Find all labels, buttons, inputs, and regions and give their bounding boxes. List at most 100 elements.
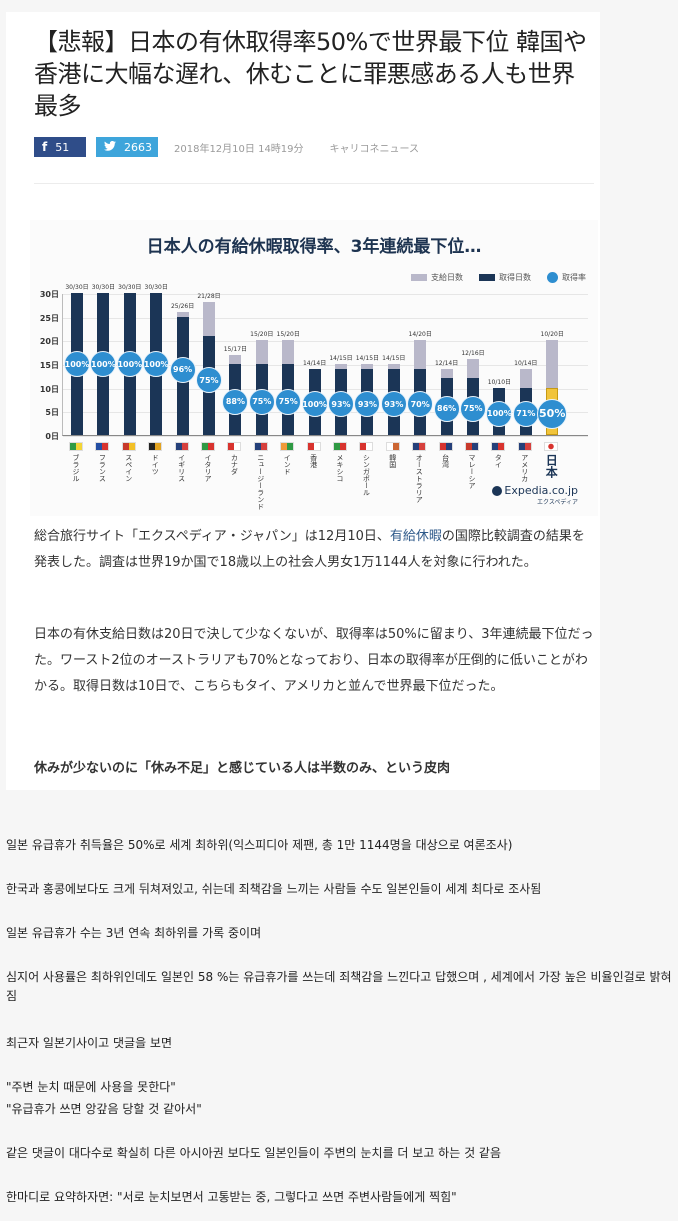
bar-value-label: 14/15日 <box>355 355 380 362</box>
rate-badge: 100% <box>116 351 143 377</box>
gridline <box>63 388 588 390</box>
x-label: オーストラリア <box>411 442 427 503</box>
rate-badge: 88% <box>222 388 249 415</box>
rate-badge: 93% <box>328 391 354 418</box>
divider <box>34 183 594 184</box>
thailand-flag-icon <box>491 442 506 451</box>
bar-value-label: 15/17日 <box>223 345 248 353</box>
given-swatch-icon <box>411 274 427 281</box>
twitter-count: 2663 <box>124 140 152 154</box>
rate-badge: 96% <box>169 356 196 383</box>
y-tick-label: 15日 <box>39 361 59 370</box>
country-name: フランス <box>98 454 107 482</box>
bar-value-label: 10/14日 <box>514 359 538 367</box>
bar-value-label: 30/30日 <box>118 284 142 291</box>
comment-line-4: 심지어 사용률은 최하위인데도 일본인 58 %는 유급휴가를 쓰는데 죄책감을… <box>6 970 672 1003</box>
x-label: インド <box>279 442 295 475</box>
comment-line-3: 일본 유급휴가 수는 3년 연속 최하위를 가록 중이며 <box>6 926 262 940</box>
bar-value-label: 10/20日 <box>540 331 564 339</box>
bar-malaysia: 12/16日 75% <box>460 293 486 435</box>
paragraph-2: 日本の有休支給日数は20日で決して少なくないが、取得率は50%に留まり、3年連続… <box>34 627 594 694</box>
x-label: シンガポール <box>358 442 374 496</box>
globe-icon <box>492 485 503 496</box>
x-label: アメリカ <box>517 442 533 482</box>
bar-usa: 10/14日 71% <box>512 293 539 435</box>
uk-flag-icon <box>174 442 189 451</box>
bar-hong-kong: 14/14日 100% <box>301 293 328 435</box>
legend-taken: 取得日数 <box>479 272 531 283</box>
spain-flag-icon <box>121 442 136 451</box>
rate-badge: 100% <box>90 351 117 377</box>
bar-value-label: 12/16日 <box>461 350 485 358</box>
rate-badge: 100% <box>486 400 513 427</box>
rate-badge: 100% <box>301 391 328 418</box>
france-flag-icon <box>95 442 110 451</box>
publish-date: 2018年12月10日 14時19分 <box>174 143 304 155</box>
x-label: メキシコ <box>332 442 348 482</box>
germany-flag-icon <box>148 442 163 451</box>
source-link[interactable]: キャリコネニュース <box>329 143 420 155</box>
facebook-share-button[interactable]: f 51 <box>34 137 86 157</box>
legend-rate: 取得率 <box>547 272 586 283</box>
rate-badge: 75% <box>248 388 275 415</box>
facebook-count: 51 <box>55 140 70 154</box>
share-row: f 51 2663 2018年12月10日 14時19分 キャリコネニュース <box>34 136 419 158</box>
x-label: タイ <box>490 442 506 468</box>
paid-leave-link[interactable]: 有給休暇 <box>389 529 442 544</box>
x-label: ドイツ <box>147 442 163 475</box>
bar-france: 30/30日 100% <box>90 284 117 435</box>
twitter-share-button[interactable]: 2663 <box>96 137 158 157</box>
bar-singapore: 14/15日 93% <box>354 293 381 435</box>
x-label: 台湾 <box>438 442 454 468</box>
comment-line-1: 일본 유급휴가 취득율은 50%로 세계 최하위(익스피디아 제팬, 총 1만 … <box>6 838 513 852</box>
x-label: ブラジル <box>68 442 84 482</box>
gridline <box>63 317 588 319</box>
rate-dot-icon <box>547 272 558 283</box>
new-zealand-flag-icon <box>253 442 268 451</box>
country-name: イタリア <box>204 454 212 482</box>
y-tick-label: 30日 <box>39 290 59 299</box>
canada-flag-icon <box>227 442 242 451</box>
italy-flag-icon <box>201 442 215 451</box>
rate-badge: 75% <box>275 388 302 415</box>
country-name: カナダ <box>230 454 239 475</box>
comment-quote-2: "유급휴가 쓰면 앙갚음 당할 것 같아서" <box>6 1102 202 1116</box>
india-flag-icon <box>280 442 295 451</box>
country-name: 日本 <box>544 454 559 478</box>
twitter-icon <box>104 140 116 154</box>
rate-badge: 100% <box>64 351 90 377</box>
gridline <box>63 436 588 437</box>
bar-canada: 15/17日 88% <box>222 293 249 435</box>
malaysia-flag-icon <box>465 442 479 451</box>
bar-brazil: 30/30日 100% <box>64 284 90 435</box>
australia-flag-icon <box>412 442 427 451</box>
comment-line-6: 같은 댓글이 대다수로 확실히 다른 아시아권 보다도 일본인들이 주변의 눈치… <box>6 1146 502 1160</box>
y-tick-label: 5日 <box>45 408 59 418</box>
comment-line-5: 최근자 일본기사이고 댓글을 보면 <box>6 1036 173 1050</box>
y-tick-label: 25日 <box>39 313 59 323</box>
paragraph-1: 総合旅行サイト「エクスペディア・ジャパン」は12月10日、有給休暇の国際比較調査… <box>34 529 585 570</box>
usa-flag-icon <box>517 442 532 451</box>
bar-value-label: 14/20日 <box>408 331 432 339</box>
y-tick-label: 0日 <box>45 432 59 441</box>
rate-badge: 75% <box>196 367 222 394</box>
expedia-logo: Expedia.co.jp エクスペディア <box>492 484 578 506</box>
chart-title: 日本人の有給休暇取得率、3年連続最下位… <box>146 237 482 257</box>
y-tick-label: 10日 <box>39 384 59 394</box>
comment-quote-1: "주변 눈치 때문에 사용을 못한다" <box>6 1080 176 1094</box>
korea-flag-icon <box>385 442 400 451</box>
country-name: 韓国 <box>388 454 397 468</box>
facebook-icon: f <box>42 140 48 154</box>
y-tick-label: 20日 <box>39 337 59 347</box>
country-name: タイ <box>494 454 503 468</box>
country-name: ブラジル <box>72 454 80 482</box>
gridline <box>63 412 588 414</box>
bar-japan: 10/20日 50% <box>537 293 568 435</box>
rate-badge: 93% <box>380 391 407 418</box>
rate-badge: 75% <box>460 395 486 422</box>
comment-line-2: 한국과 홍콩에보다도 크게 뒤쳐져있고, 쉬는데 죄책감을 느끼는 사람들 수도… <box>6 882 542 896</box>
bar-value-label: 14/15日 <box>382 355 406 362</box>
x-label: イタリア <box>200 442 216 482</box>
country-name: メキシコ <box>336 454 344 482</box>
rate-badge: 71% <box>512 400 539 427</box>
